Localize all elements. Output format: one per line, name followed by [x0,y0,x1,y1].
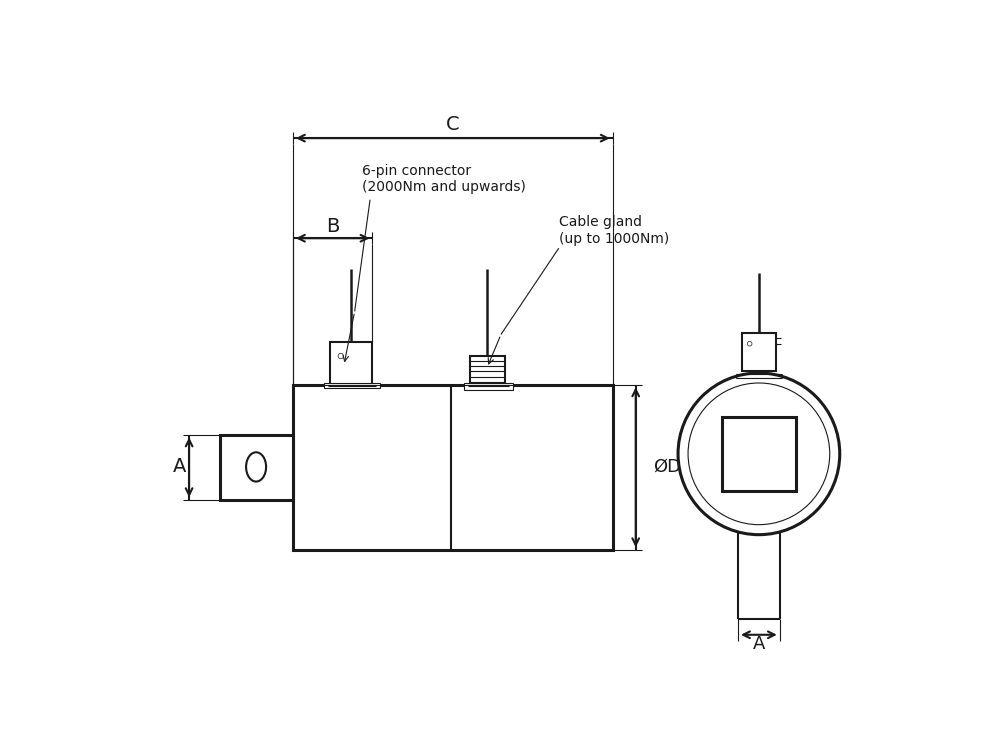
Text: A: A [173,457,187,476]
Bar [293,385,613,550]
Bar [324,383,380,388]
Circle shape [338,353,343,359]
Ellipse shape [246,452,266,482]
Circle shape [688,383,830,525]
Text: A: A [753,635,765,653]
Text: Cable gland
(up to 1000Nm): Cable gland (up to 1000Nm) [559,216,669,246]
Bar [330,342,372,386]
Bar [742,333,776,371]
Text: 6-pin connector
(2000Nm and upwards): 6-pin connector (2000Nm and upwards) [362,164,526,194]
Text: ØD: ØD [653,458,681,476]
Circle shape [678,373,840,534]
Bar [470,356,505,386]
Bar [722,417,796,491]
Text: B: B [326,217,339,236]
Text: C: C [446,115,459,134]
Bar [464,383,512,390]
Bar [220,435,293,500]
Circle shape [747,341,752,346]
